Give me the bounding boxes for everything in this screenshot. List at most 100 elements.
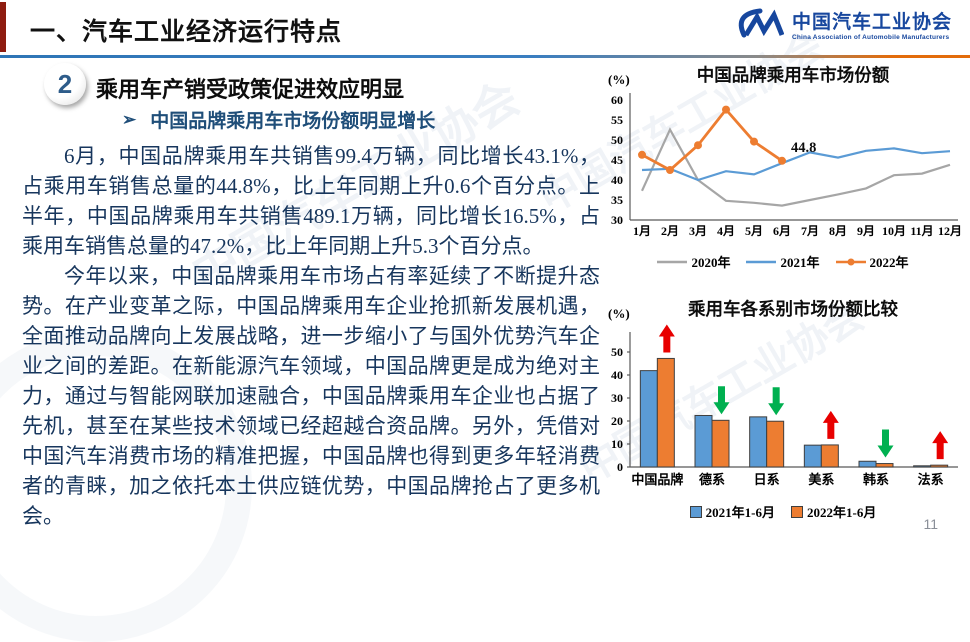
page-number: 11 <box>923 516 938 532</box>
caam-logo: 中国汽车工业协会 China Association of Automobile… <box>730 6 952 42</box>
y-tick-label: 60 <box>611 93 623 107</box>
y-tick-label: 50 <box>611 345 623 359</box>
legend-line-swatch <box>657 260 688 263</box>
header-accent-stripe <box>0 2 6 52</box>
legend-item: 2020年 <box>657 252 730 271</box>
x-tick-label: 10月 <box>882 224 906 238</box>
trend-arrow-up-icon <box>822 410 839 439</box>
y-tick-label: 30 <box>611 213 623 227</box>
y-axis-unit-label: (%) <box>608 72 630 87</box>
bar <box>766 420 785 468</box>
x-tick-label: 6月 <box>773 224 791 238</box>
body-text: 6月，中国品牌乘用车共销售99.4万辆，同比增长43.1%，占乘用车销售总量的4… <box>22 141 600 531</box>
x-tick-label: 3月 <box>689 224 707 238</box>
line-chart-market-share: (%) 中国品牌乘用车市场份额 30 35 40 45 50 55 60 1月 2月 3月 4月 5月… <box>600 62 966 271</box>
x-tick-label: 中国品牌 <box>631 472 683 487</box>
data-point-marker <box>666 166 674 174</box>
legend-item: 2021年 <box>746 252 820 271</box>
x-tick-label: 韩系 <box>863 472 889 487</box>
bar <box>749 416 768 468</box>
bar <box>639 370 658 468</box>
trend-arrow-down-icon <box>877 429 894 458</box>
section-number-badge: 2 <box>44 63 86 105</box>
y-tick-label: 50 <box>611 133 623 147</box>
section-bullet-text: 中国品牌乘用车市场份额明显增长 <box>150 111 436 132</box>
data-point-marker <box>722 105 730 114</box>
legend-line-swatch <box>746 260 777 263</box>
header-divider <box>0 55 970 58</box>
legend-square-swatch <box>689 505 702 518</box>
section-title: 乘用车产销受政策促进效应明显 <box>96 77 405 102</box>
paragraph: 今年以来，中国品牌乘用车市场占有率延续了不断提升态势。在产业变革之际，中国品牌乘… <box>22 264 600 528</box>
bar <box>694 414 713 468</box>
data-point-marker <box>778 156 786 165</box>
logo-name-en: China Association of Automobile Manufact… <box>791 34 950 41</box>
trend-arrow-down-icon <box>768 387 785 416</box>
legend-label: 2020年 <box>691 255 731 270</box>
legend-square-swatch <box>791 505 803 518</box>
x-tick-label: 8月 <box>829 224 847 238</box>
logo-name-cn: 中国汽车工业协会 <box>791 12 952 33</box>
x-tick-label: 1月 <box>633 224 651 238</box>
legend-label: 2022年 <box>869 255 909 270</box>
legend-label: 2021年 <box>780 255 820 270</box>
x-tick-label: 法系 <box>918 472 944 487</box>
section-bullet: ➢ 中国品牌乘用车市场份额明显增长 <box>122 106 435 133</box>
data-point-marker <box>638 150 646 159</box>
x-tick-label: 11月 <box>910 224 933 238</box>
bar-chart-plot: 0 10 20 30 40 50 中国品牌 德系 日系 美系 韩系 法系 <box>600 322 966 501</box>
legend-item: 2022年1-6月 <box>791 502 876 521</box>
caam-logo-icon <box>738 8 784 38</box>
trend-arrow-up-icon <box>932 431 949 460</box>
y-tick-label: 0 <box>617 460 623 474</box>
x-tick-label: 5月 <box>745 224 763 238</box>
x-tick-label: 2月 <box>661 224 679 238</box>
y-tick-label: 20 <box>611 414 623 428</box>
legend-label: 2022年1-6月 <box>807 505 877 520</box>
bar-chart-segment-share: (%) 乘用车各系别市场份额比较 0 10 20 30 40 50 中国品牌 德系 日系 美系 韩系… <box>600 296 966 521</box>
bar-chart-title: 乘用车各系别市场份额比较 <box>688 299 898 319</box>
page-title: 一、汽车工业经济运行特点 <box>30 18 343 46</box>
legend-item: 2021年1-6月 <box>689 502 775 521</box>
bar <box>820 444 839 468</box>
x-tick-label: 7月 <box>801 224 819 238</box>
legend-item: 2022年 <box>835 252 909 271</box>
paragraph: 6月，中国品牌乘用车共销售99.4万辆，同比增长43.1%，占乘用车销售总量的4… <box>22 144 600 258</box>
bar <box>803 444 822 468</box>
y-tick-label: 30 <box>611 391 623 405</box>
bar <box>656 357 675 468</box>
y-tick-label: 40 <box>611 173 623 187</box>
y-tick-label: 45 <box>611 153 623 167</box>
y-tick-label: 40 <box>611 368 623 382</box>
bar <box>875 463 894 468</box>
legend-line-swatch <box>835 258 866 265</box>
line-series <box>641 147 951 182</box>
x-tick-label: 美系 <box>808 472 834 487</box>
y-tick-label: 35 <box>611 193 623 207</box>
line-series <box>640 127 951 207</box>
bar-chart-legend: 2021年1-6月 2022年1-6月 <box>600 502 966 521</box>
data-point-marker <box>750 137 758 146</box>
trend-arrow-down-icon <box>713 386 730 415</box>
data-point-marker <box>694 141 702 150</box>
bar <box>711 419 730 468</box>
trend-arrow-up-icon <box>658 324 675 353</box>
bar <box>913 465 932 468</box>
bar-chart-canvas: 0 10 20 30 40 50 中国品牌 德系 日系 美系 韩系 法系 <box>611 324 958 487</box>
bullet-arrow-icon: ➢ <box>122 109 137 129</box>
x-tick-label: 9月 <box>857 224 875 238</box>
y-axis-unit-label: (%) <box>608 306 630 321</box>
y-tick-label: 10 <box>611 437 623 451</box>
line-chart-legend: 2020年 2021年 2022年 <box>600 252 966 271</box>
x-tick-label: 4月 <box>717 224 735 238</box>
x-tick-label: 德系 <box>699 472 725 487</box>
caam-logo-text: 中国汽车工业协会 China Association of Automobile… <box>792 7 952 41</box>
line-series <box>641 107 783 172</box>
x-tick-label: 日系 <box>754 472 780 487</box>
line-chart-plot: 30 35 40 45 50 55 60 1月 2月 3月 4月 5月 6月 7月 8月 9月 10月 11月 12… <box>600 88 966 251</box>
y-tick-label: 55 <box>611 113 623 127</box>
legend-label: 2021年1-6月 <box>705 505 775 520</box>
bar <box>858 460 877 468</box>
x-tick-label: 12月 <box>938 224 962 238</box>
